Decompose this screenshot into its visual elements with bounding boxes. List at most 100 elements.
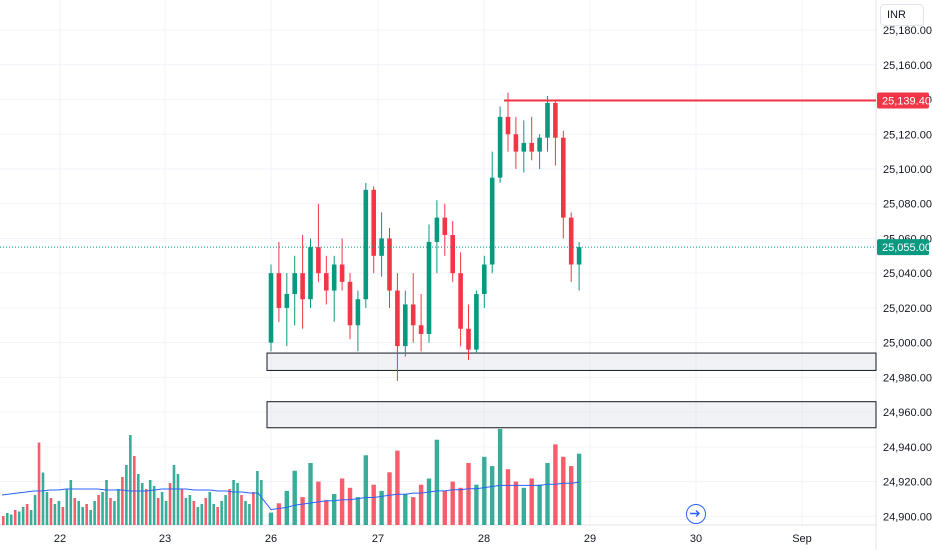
volume-bar <box>276 503 282 525</box>
volume-bar <box>212 504 216 525</box>
marked-price-tag <box>877 92 929 109</box>
volume-bar <box>482 456 487 525</box>
volume-bar <box>458 487 463 525</box>
volume-bar <box>268 512 274 525</box>
volume-bar <box>77 501 81 525</box>
volume-bar <box>426 478 432 525</box>
candle-body <box>434 217 440 242</box>
x-tick-label: 26 <box>265 533 277 545</box>
volume-bar <box>434 439 440 525</box>
volume-bar <box>232 480 235 525</box>
candle-body <box>489 177 495 265</box>
candle-body <box>331 264 337 291</box>
volume-bar <box>316 481 321 525</box>
volume-bar <box>13 510 17 525</box>
y-tick-label: 24,980.00 <box>883 372 932 384</box>
volume-bar <box>17 511 21 525</box>
candle-body <box>316 247 321 274</box>
volume-bar <box>25 504 29 525</box>
candle-body <box>268 273 274 343</box>
x-tick-label: 30 <box>690 533 702 545</box>
volume-bar <box>156 498 160 525</box>
volume-bar <box>355 497 361 525</box>
volume-bar <box>308 463 313 525</box>
volume-bar <box>164 501 168 525</box>
candle-body <box>561 137 566 218</box>
volume-bar <box>513 481 519 525</box>
volume-bar <box>61 507 65 525</box>
volume-bar <box>347 487 353 525</box>
candle-body <box>537 137 542 152</box>
y-tick-label: 24,920.00 <box>883 477 932 489</box>
volume-bar <box>97 495 100 525</box>
candle-body <box>395 290 400 347</box>
candle-body <box>300 273 305 300</box>
volume-bar <box>248 504 251 525</box>
volume-bar <box>292 470 297 525</box>
volume-bar <box>140 483 144 525</box>
candle-body <box>339 264 345 282</box>
volume-bar <box>101 492 104 525</box>
go-to-realtime-icon <box>690 510 700 517</box>
volume-bar <box>105 480 108 525</box>
volume-bar <box>208 492 212 525</box>
volume-bar <box>121 477 124 525</box>
volume-bar <box>363 455 368 525</box>
volume-bar <box>148 480 152 525</box>
y-tick-label: 25,180.00 <box>883 25 932 37</box>
candle-body <box>529 142 534 152</box>
candle-body <box>418 325 424 334</box>
volume-bar <box>332 494 337 525</box>
y-tick-label: 25,080.00 <box>883 199 932 211</box>
candle-body <box>521 142 527 152</box>
volume-bar <box>466 463 471 525</box>
volume-bar <box>450 481 455 525</box>
volume-bar <box>244 501 247 525</box>
y-tick-label: 24,900.00 <box>883 511 932 523</box>
last-price-tag-label: 25,055.00 <box>882 242 931 254</box>
volume-bar <box>192 501 196 525</box>
volume-bar <box>236 483 239 525</box>
volume-bar <box>256 471 259 525</box>
volume-bar <box>204 498 208 525</box>
volume-bar <box>379 490 384 525</box>
candle-body <box>568 217 574 265</box>
volume-bar <box>200 504 204 525</box>
volume-bar <box>168 483 172 525</box>
volume-bar <box>220 501 223 525</box>
candle-body <box>363 189 369 300</box>
volume-bar <box>9 514 13 525</box>
candle-body <box>426 241 432 334</box>
volume-bar <box>521 487 526 525</box>
volume-bar <box>260 480 263 525</box>
currency-label[interactable]: INR <box>880 4 924 26</box>
volume-bar <box>576 453 582 525</box>
candle-body <box>442 217 448 235</box>
volume-bar <box>561 456 566 525</box>
volume-bar <box>49 498 53 525</box>
volume-bar <box>69 480 73 525</box>
candle-body <box>276 273 282 308</box>
volume-bar <box>537 484 542 525</box>
candle-body <box>474 294 479 350</box>
candle-body <box>284 294 290 308</box>
x-tick-label: 27 <box>372 533 384 545</box>
volume-bar <box>324 500 329 525</box>
y-tick-label: 24,940.00 <box>883 442 932 454</box>
volume-bar <box>395 450 400 525</box>
volume-bar <box>403 494 408 525</box>
y-tick-label: 25,040.00 <box>883 268 932 280</box>
y-tick-label: 25,000.00 <box>883 338 932 350</box>
candle-body <box>371 189 376 256</box>
go-to-realtime-button[interactable] <box>686 504 706 524</box>
x-tick-label: 22 <box>54 533 66 545</box>
volume-bar <box>29 510 33 525</box>
volume-bar <box>300 497 305 525</box>
candle-body <box>482 264 487 295</box>
x-tick-label: 28 <box>478 533 490 545</box>
volume-bar <box>57 501 61 525</box>
volume-bar <box>33 495 37 525</box>
candle-body <box>505 116 511 135</box>
candle-body <box>497 116 503 178</box>
